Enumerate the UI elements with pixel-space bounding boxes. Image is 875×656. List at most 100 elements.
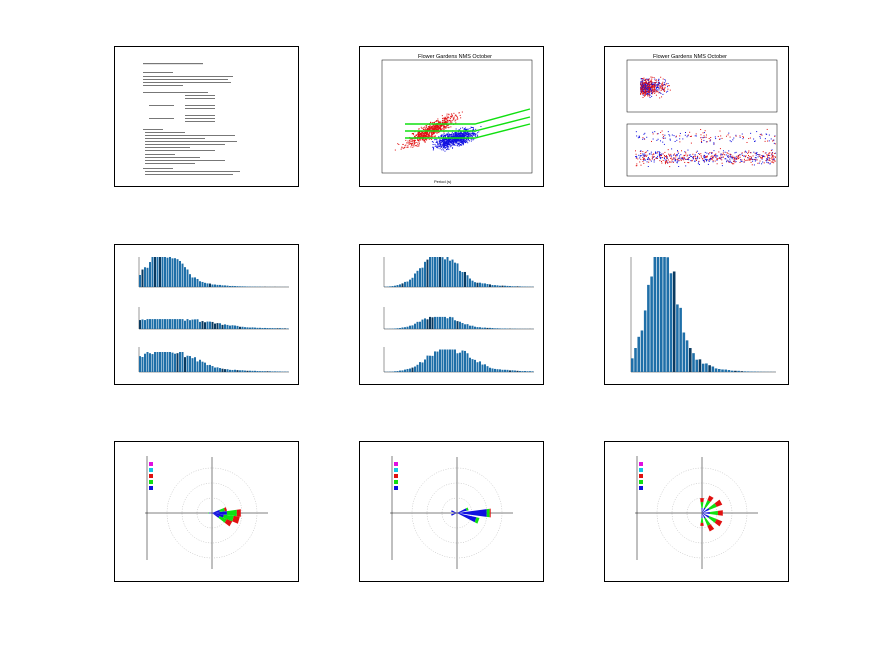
scatter-point xyxy=(691,160,693,162)
legend-swatch xyxy=(149,480,153,484)
scatter-point xyxy=(666,156,668,158)
histogram-bar xyxy=(234,325,236,329)
scatter-point xyxy=(750,157,752,159)
scatter-point xyxy=(682,138,684,140)
histogram-bar xyxy=(524,371,526,372)
scatter-point xyxy=(676,162,678,164)
scatter-point xyxy=(662,78,664,80)
scatter-point xyxy=(652,93,654,95)
scatter-point xyxy=(759,154,761,156)
scatter-point xyxy=(664,159,666,161)
thumbnail-report-text[interactable] xyxy=(114,46,299,187)
scatter-point xyxy=(727,156,729,158)
scatter-point xyxy=(424,140,426,142)
scatter-point xyxy=(411,133,413,135)
thumbnail-rose-a[interactable] xyxy=(114,441,299,582)
scatter-point xyxy=(656,152,658,154)
histogram-bar xyxy=(266,371,269,372)
scatter-point xyxy=(460,141,462,143)
scatter-point xyxy=(734,159,736,161)
thumbnail-scatter-wind[interactable]: Flower Gardens NMS October Period (s) xyxy=(359,46,544,187)
scatter-point xyxy=(473,138,475,140)
rose-segment xyxy=(702,512,710,514)
histogram-bar xyxy=(426,355,429,372)
scatter-point xyxy=(720,153,722,155)
scatter-point xyxy=(472,135,474,137)
scatter-point xyxy=(447,134,449,136)
scatter-point xyxy=(716,158,718,160)
scatter-point xyxy=(725,135,727,137)
scatter-point xyxy=(439,122,441,124)
histogram-bar xyxy=(249,370,251,372)
rose-segment xyxy=(486,508,490,518)
thumbnail-hist-single[interactable] xyxy=(604,244,789,385)
thumbnail-rose-b[interactable] xyxy=(359,441,544,582)
scatter-point xyxy=(445,138,447,140)
scatter-point xyxy=(711,157,713,159)
scatter-point xyxy=(635,157,637,159)
scatter-point xyxy=(667,88,669,90)
scatter-point xyxy=(747,157,749,159)
scatter-point xyxy=(446,124,448,126)
scatter-point xyxy=(469,133,471,135)
scatter-point xyxy=(445,127,447,129)
scatter-point xyxy=(733,157,735,159)
scatter-point xyxy=(674,160,676,162)
thumbnail-hist-triple-b[interactable] xyxy=(359,244,544,385)
scatter-point xyxy=(762,151,764,153)
scatter-point xyxy=(447,140,449,142)
scatter-point xyxy=(644,86,646,88)
thumbnail-dual-scatter[interactable]: Flower Gardens NMS October xyxy=(604,46,789,187)
scatter-point xyxy=(465,135,467,137)
scatter-point xyxy=(773,158,775,160)
scatter-point xyxy=(647,90,649,92)
thumbnail-rose-c[interactable] xyxy=(604,441,789,582)
scatter-point xyxy=(463,131,465,133)
scatter-point xyxy=(640,158,642,160)
scatter-point xyxy=(659,88,661,90)
scatter-point xyxy=(714,156,716,158)
scatter-point xyxy=(462,140,464,142)
histogram-bar xyxy=(637,336,641,372)
scatter-point xyxy=(703,156,705,158)
scatter-point xyxy=(721,154,723,156)
scatter-point xyxy=(640,150,642,152)
histogram-bar xyxy=(474,282,476,287)
histogram-bar xyxy=(209,321,211,329)
scatter-point xyxy=(450,118,452,120)
scatter-point xyxy=(470,140,472,142)
scatter-point xyxy=(657,86,659,88)
scatter-point xyxy=(652,91,654,93)
scatter-point xyxy=(469,128,471,130)
histogram-bar xyxy=(244,327,246,329)
scatter-point xyxy=(640,88,642,90)
scatter-point xyxy=(446,145,448,147)
scatter-point xyxy=(638,135,640,137)
scatter-point xyxy=(650,84,652,86)
histogram-bar xyxy=(154,319,156,329)
scatter-point xyxy=(471,127,473,129)
scatter-point xyxy=(431,126,433,128)
scatter-point xyxy=(427,128,429,130)
scatter-point xyxy=(647,150,649,152)
histogram-bar xyxy=(179,260,181,287)
histogram-bar xyxy=(660,257,663,372)
scatter-point xyxy=(475,133,477,135)
scatter-point xyxy=(663,157,665,159)
scatter-point xyxy=(407,146,409,148)
scatter-point xyxy=(714,154,716,156)
scatter-point xyxy=(694,135,696,137)
scatter-point xyxy=(437,131,439,133)
scatter-point xyxy=(675,156,677,158)
scatter-point xyxy=(640,90,642,92)
scatter-point xyxy=(769,160,771,162)
scatter-point xyxy=(411,143,413,145)
scatter-point xyxy=(437,147,439,149)
histogram-bar xyxy=(486,327,489,329)
scatter-point xyxy=(452,133,454,135)
scatter-point xyxy=(434,135,436,137)
thumbnail-hist-triple-a[interactable] xyxy=(114,244,299,385)
scatter-point xyxy=(682,158,684,160)
scatter-point xyxy=(642,137,644,139)
scatter-point xyxy=(652,91,654,93)
